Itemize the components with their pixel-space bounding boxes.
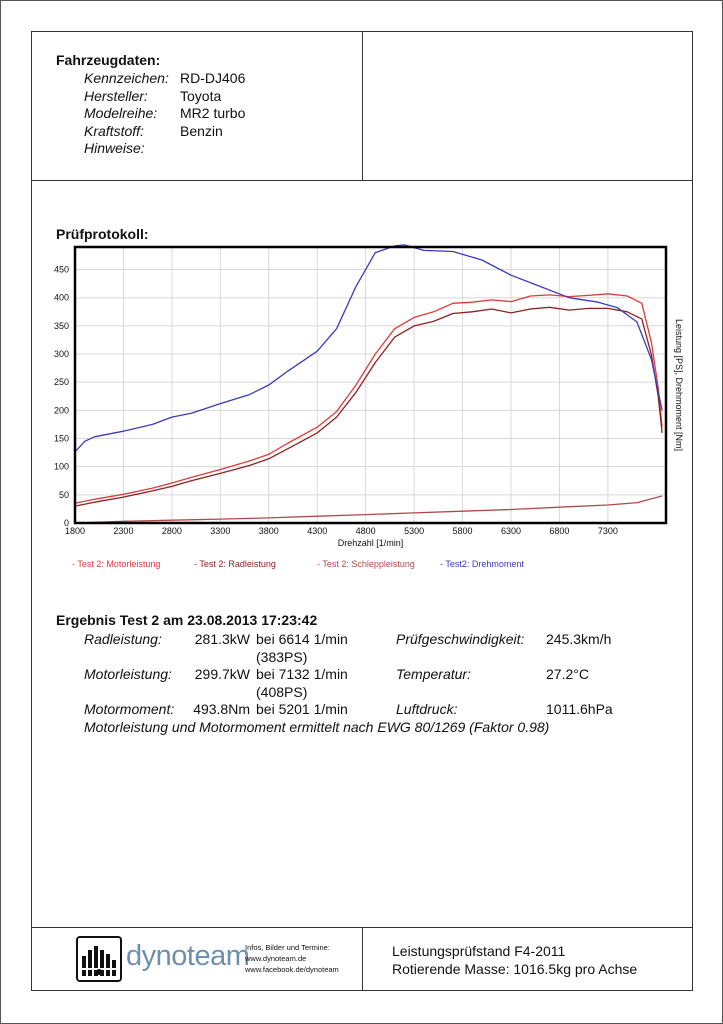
x-tick-label: 2300 [113, 526, 133, 536]
result-row: Radleistung: 281.3kW bei 6614 1/min (383… [56, 631, 676, 666]
info-line: www.dynoteam.de [245, 954, 307, 963]
y-tick-label: 150 [54, 434, 69, 444]
x-tick-label: 6800 [549, 526, 569, 536]
vehicle-label: Hersteller: [84, 87, 148, 104]
test-stand-info: Leistungsprüfstand F4-2011 Rotierende Ma… [392, 942, 637, 978]
dyno-chart: 1800 2300 2800 3300 3800 4300 4800 5300 5800 6300… [54, 244, 684, 569]
divider-vertical-top [362, 32, 363, 180]
result-value: 281.3kW [194, 631, 250, 647]
protocol-title: Prüfprotokoll: [56, 226, 149, 242]
x-tick-label: 7300 [598, 526, 618, 536]
plot-frame [73, 245, 668, 525]
x-tick-label: 1800 [65, 526, 85, 536]
vehicle-label: Kraftstoff: [84, 122, 144, 139]
y-tick-label: 250 [54, 377, 69, 387]
x-tick-label: 2800 [162, 526, 182, 536]
y-tick-label: 350 [54, 321, 69, 331]
divider-vertical-bottom [362, 927, 363, 991]
x-tick-label: 4300 [307, 526, 327, 536]
y-tick-label: 200 [54, 405, 69, 415]
y-tick-label: 450 [54, 265, 69, 275]
brand-wordmark: dynoteam [126, 940, 250, 972]
result-note: Motorleistung und Motormoment ermittelt … [84, 718, 550, 735]
result-value-2: 27.2°C [546, 666, 589, 682]
results-section: Ergebnis Test 2 am 23.08.2013 17:23:42 R… [56, 612, 676, 736]
result-label: Radleistung: [84, 631, 162, 647]
result-row: Motormoment: 493.8Nm bei 5201 1/min Luft… [56, 701, 676, 719]
info-line: www.facebook.de/dynoteam [245, 965, 339, 974]
vehicle-title: Fahrzeugdaten: [56, 52, 161, 68]
vehicle-value: RD-DJ406 [180, 70, 246, 86]
vehicle-value: MR2 turbo [180, 105, 246, 121]
series-line-3 [74, 495, 663, 524]
legend-entry-1: - Test 2: Motorleistung [72, 559, 160, 569]
result-value: 299.7kW [194, 666, 250, 682]
vehicle-label: Kennzeichen: [84, 70, 169, 86]
vehicle-value: Toyota [180, 87, 222, 104]
result-value-2: 245.3km/h [546, 631, 612, 647]
result-detail: bei 7132 1/min (408PS) [256, 666, 348, 700]
legend-entry-3: - Test 2: Schleppleistung [317, 559, 415, 569]
vehicle-value: Benzin [180, 122, 223, 139]
y-tick-label: 300 [54, 349, 69, 359]
x-tick-label: 5800 [453, 526, 473, 536]
y-axis-label: Leistung [PS], Drehmoment [Nm] [674, 319, 684, 451]
vehicle-label: Hinweise: [84, 140, 145, 156]
x-tick-label: 3300 [210, 526, 230, 536]
footer: dynoteam Infos, Bilder und Termine: www.… [32, 928, 692, 992]
y-tick-label: 0 [64, 518, 69, 528]
dyno-bars-icon [76, 936, 122, 982]
vehicle-label: Modelreihe: [84, 105, 158, 121]
result-value: 493.8Nm [193, 701, 250, 717]
y-tick-label: 100 [54, 462, 69, 472]
result-label-2: Temperatur: [396, 666, 471, 682]
result-label: Motorleistung: [84, 666, 172, 682]
divider-top [32, 180, 692, 181]
vehicle-row: Kraftstoff: Benzin [56, 123, 245, 141]
result-value-2: 1011.6hPa [546, 701, 613, 717]
info-block: Infos, Bilder und Termine: www.dynoteam.… [245, 942, 339, 975]
results-title: Ergebnis Test 2 am 23.08.2013 17:23:42 [56, 612, 318, 628]
stand-line: Rotierende Masse: 1016.5kg pro Achse [392, 961, 638, 977]
info-line: Infos, Bilder und Termine: [245, 943, 330, 952]
vehicle-row: Hersteller: Toyota [56, 88, 245, 106]
legend-entry-4: - Test2: Drehmoment [440, 559, 524, 569]
x-tick-label: 3800 [259, 526, 279, 536]
series-line-1 [74, 293, 663, 504]
legend-entry-2: - Test 2: Radleistung [194, 559, 276, 569]
vehicle-row: Hinweise: [56, 140, 245, 158]
vehicle-row: Modelreihe: MR2 turbo [56, 105, 245, 123]
y-tick-label: 400 [54, 293, 69, 303]
result-label-2: Prüfgeschwindigkeit: [396, 631, 525, 647]
x-tick-label: 5300 [404, 526, 424, 536]
result-detail: bei 5201 1/min [256, 701, 348, 717]
series-line-4 [74, 244, 663, 453]
vehicle-data: Fahrzeugdaten: Kennzeichen: RD-DJ406 Hers… [56, 52, 245, 158]
y-tick-label: 50 [59, 490, 69, 500]
result-label: Motormoment: [84, 701, 175, 717]
result-label-2: Luftdruck: [396, 701, 458, 717]
report-frame: Fahrzeugdaten: Kennzeichen: RD-DJ406 Hers… [31, 31, 693, 991]
result-row: Motorleistung: 299.7kW bei 7132 1/min (4… [56, 666, 676, 701]
x-tick-label: 4800 [356, 526, 376, 536]
x-tick-label: 6300 [501, 526, 521, 536]
stand-line: Leistungsprüfstand F4-2011 [392, 943, 566, 959]
series-line-2 [74, 306, 663, 507]
result-detail: bei 6614 1/min (383PS) [256, 631, 348, 665]
x-axis-label: Drehzahl [1/min] [338, 538, 404, 548]
vehicle-row: Kennzeichen: RD-DJ406 [56, 70, 245, 88]
